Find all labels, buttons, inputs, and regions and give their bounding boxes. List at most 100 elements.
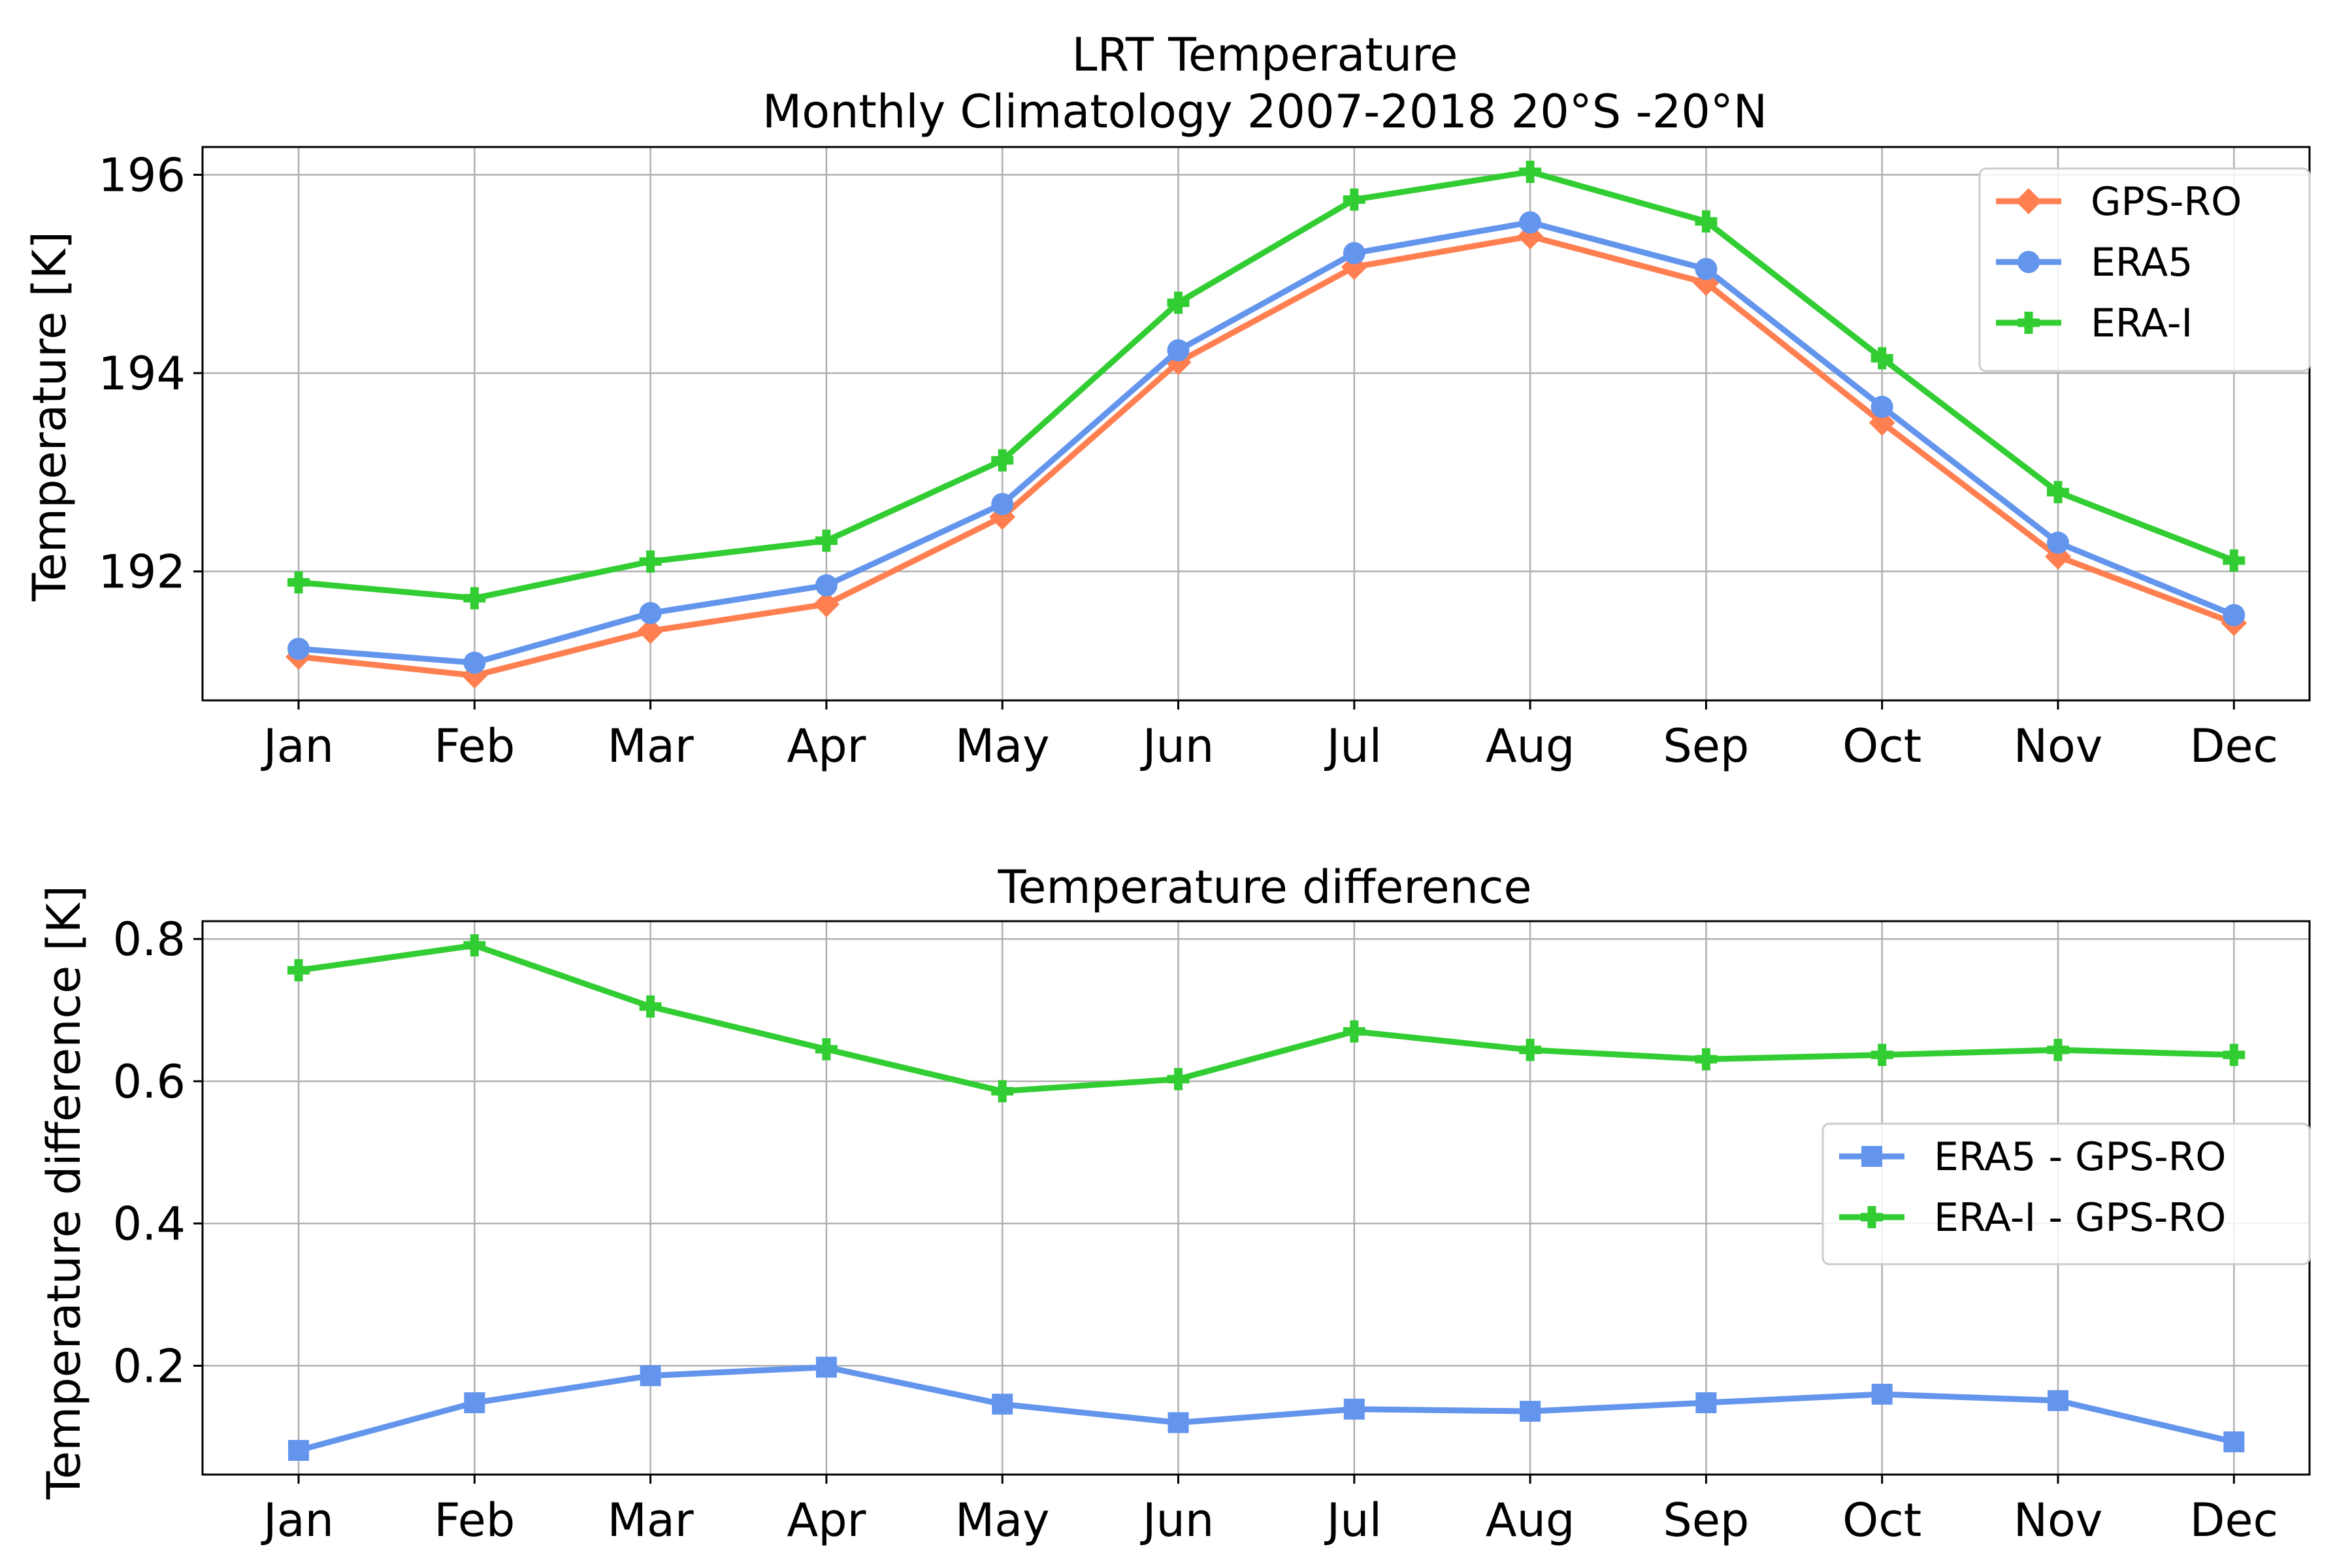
data-point-plus: [1870, 1043, 1893, 1066]
y-tick-label: 0.2: [113, 1339, 186, 1393]
legend-marker-diamond: [2016, 188, 2042, 214]
x-tick-label: Nov: [2014, 719, 2103, 773]
x-tick-label: Jul: [1324, 719, 1382, 773]
data-point-square: [1343, 1398, 1365, 1420]
data-point-square: [992, 1394, 1013, 1415]
temperature-plot-frame: [201, 146, 2311, 702]
y-tick-label: 0.8: [113, 913, 186, 966]
x-tick-label: Dec: [2190, 719, 2278, 773]
data-point-plus: [815, 1037, 838, 1060]
x-tick-label: Sep: [1663, 1494, 1749, 1547]
data-point-plus: [1167, 1068, 1190, 1090]
temperature-panel: LRT Temperature Monthly Climatology 2007…: [23, 28, 2311, 773]
data-point-plus: [1519, 1039, 1542, 1062]
data-point-diamond: [637, 617, 664, 644]
data-point-square: [1168, 1412, 1189, 1433]
data-point-plus: [639, 995, 662, 1018]
x-tick-label: Jul: [1324, 1494, 1382, 1547]
y-tick-label: 0.4: [113, 1198, 186, 1251]
data-point-plus: [1695, 210, 1718, 233]
x-tick-label: Apr: [787, 1494, 866, 1547]
data-point-plus: [639, 550, 662, 573]
data-point-plus: [2223, 1043, 2246, 1066]
data-point-circle: [815, 574, 838, 596]
data-point-circle: [2223, 604, 2246, 627]
temperature-chart-title: LRT Temperature: [1072, 28, 1458, 82]
y-tick-label: 196: [98, 149, 186, 203]
legend-box: [1821, 1122, 2311, 1266]
series-line: [297, 1364, 2235, 1454]
x-tick-label: Apr: [787, 719, 866, 773]
legend-label: ERA-I: [2091, 301, 2193, 346]
x-tick-label: Mar: [608, 719, 694, 773]
data-point-square: [288, 1439, 309, 1461]
difference-panel: Temperature difference Temperature diffe…: [37, 860, 2311, 1547]
series-era5-gps-ro: [288, 1356, 2245, 1461]
data-point-square: [464, 1392, 485, 1414]
x-tick-label: May: [955, 719, 1050, 773]
series-line: [298, 233, 2235, 679]
x-tick-label: Feb: [434, 1494, 515, 1547]
y-tick-label: 194: [98, 347, 186, 400]
x-tick-label: Dec: [2190, 1494, 2278, 1547]
x-tick-label: Sep: [1663, 719, 1749, 773]
data-point-plus: [1519, 160, 1542, 183]
temperature-legend: GPS-RO ERA5 ERA-I: [1978, 167, 2311, 372]
data-point-plus: [2223, 549, 2246, 572]
difference-gridlines: [203, 921, 2310, 1475]
data-point-plus: [1343, 188, 1365, 211]
data-point-plus: [991, 449, 1014, 472]
data-point-plus: [1870, 347, 1893, 370]
data-point-plus: [991, 1080, 1014, 1103]
data-point-plus: [463, 934, 486, 957]
legend-marker-circle: [2017, 251, 2040, 273]
x-tick-label: Jan: [261, 1494, 334, 1547]
legend-marker-square: [1861, 1146, 1882, 1167]
series-line: [298, 169, 2235, 602]
x-tick-label: Oct: [1842, 1494, 1921, 1547]
data-point-plus: [1695, 1048, 1718, 1071]
difference-ticks: Jan Feb Mar Apr May Jun Jul Aug Sep Oct Nov Dec 0.2 0…: [113, 913, 2278, 1547]
y-tick-label: 192: [98, 546, 186, 599]
x-tick-label: Aug: [1486, 1494, 1575, 1547]
x-tick-label: Nov: [2014, 1494, 2103, 1547]
data-point-plus: [1167, 291, 1190, 314]
data-point-plus: [463, 587, 486, 610]
legend-marker-plus: [2017, 312, 2040, 334]
data-point-circle: [2047, 531, 2069, 554]
series-line: [298, 219, 2236, 666]
series-era5: [287, 211, 2246, 674]
data-point-plus: [2047, 1039, 2069, 1062]
x-tick-label: Mar: [608, 1494, 694, 1547]
data-point-circle: [1695, 257, 1718, 280]
difference-chart-title: Temperature difference: [997, 860, 1531, 914]
x-tick-label: Feb: [434, 719, 515, 773]
data-point-square: [815, 1356, 837, 1378]
series-era-i: [287, 160, 2246, 610]
data-point-square: [1871, 1383, 1893, 1405]
difference-series: [287, 934, 2246, 1461]
legend-label: ERA5 - GPS-RO: [1934, 1134, 2227, 1180]
data-point-circle: [1870, 395, 1893, 418]
data-point-circle: [991, 493, 1014, 515]
difference-legend: ERA5 - GPS-RO ERA-I - GPS-RO: [1821, 1122, 2311, 1266]
data-point-plus: [1343, 1020, 1365, 1043]
data-point-diamond: [813, 591, 840, 617]
data-point-circle: [287, 638, 310, 661]
data-point-plus: [2047, 481, 2069, 504]
x-tick-label: Jan: [261, 719, 334, 773]
data-point-square: [1520, 1401, 1541, 1422]
data-point-plus: [287, 571, 310, 594]
series-era-i-gps-ro: [287, 934, 2246, 1103]
data-point-diamond: [1869, 409, 1895, 436]
legend-label: GPS-RO: [2091, 179, 2242, 225]
x-tick-label: Aug: [1486, 719, 1575, 773]
temperature-series: [286, 160, 2247, 689]
legend-label: ERA5: [2091, 240, 2193, 286]
temperature-y-axis-label: Temperature [K]: [23, 231, 76, 602]
data-point-circle: [639, 602, 662, 625]
temperature-ticks: Jan Feb Mar Apr May Jun Jul Aug Sep Oct Nov Dec 192 1…: [98, 149, 2278, 773]
data-point-square: [2223, 1431, 2245, 1452]
